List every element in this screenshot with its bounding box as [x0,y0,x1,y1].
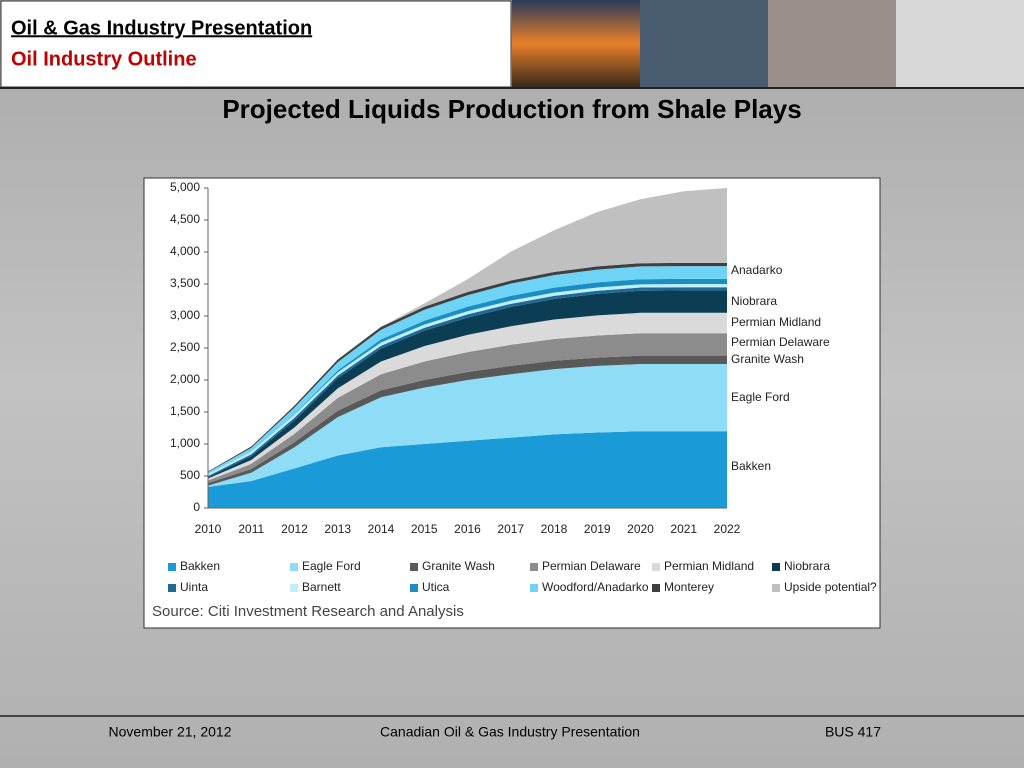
x-tick-label: 2010 [195,522,222,536]
end-label: Permian Delaware [731,335,830,349]
chart-source: Source: Citi Investment Research and Ana… [152,603,464,620]
header-subtitle: Oil Industry Outline [11,48,197,70]
footer-course: BUS 417 [825,724,881,740]
y-tick-label: 4,500 [170,212,200,226]
area [208,431,727,508]
x-tick-label: 2022 [714,522,741,536]
legend-swatch [530,563,538,571]
end-label: Niobrara [731,294,777,308]
header-image [896,0,1024,87]
legend-swatch [652,584,660,592]
area [208,312,727,481]
x-tick-label: 2016 [454,522,481,536]
y-tick-label: 1,000 [170,436,200,450]
legend-label: Monterey [664,580,714,594]
x-tick-label: 2020 [627,522,654,536]
y-tick-label: 0 [193,500,200,514]
legend-swatch [530,584,538,592]
end-label: Eagle Ford [731,390,790,404]
end-label: Bakken [731,459,771,473]
legend-label: Niobrara [784,559,830,573]
header-box [0,0,512,88]
x-tick-label: 2021 [670,522,697,536]
footer-center: Canadian Oil & Gas Industry Presentation [380,724,640,740]
header-title: Oil & Gas Industry Presentation [11,17,312,39]
legend-swatch [772,563,780,571]
y-tick-label: 2,500 [170,340,200,354]
legend-label: Upside potential? [784,580,877,594]
legend-label: Barnett [302,580,341,594]
end-label: Permian Midland [731,315,821,329]
x-tick-label: 2017 [497,522,524,536]
header-image [640,0,768,87]
area [208,364,727,487]
y-tick-label: 4,000 [170,244,200,258]
legend-label: Uinta [180,580,208,594]
area [208,188,727,472]
header-image [512,0,640,87]
x-tick-label: 2015 [411,522,438,536]
y-tick-label: 5,000 [170,180,200,194]
area [208,333,727,484]
x-tick-label: 2014 [368,522,395,536]
header-image [768,0,896,87]
y-tick-label: 3,500 [170,276,200,290]
legend-label: Permian Midland [664,559,754,573]
x-tick-label: 2011 [238,522,264,536]
plot: 0 500 1,000 1,500 2,000 2,500 3,000 3,500 4,000 4… [168,180,877,594]
footer-date: November 21, 2012 [109,724,232,740]
end-label: Anadarko [731,263,783,277]
x-tick-label: 2013 [324,522,351,536]
legend-swatch [410,563,418,571]
chart-title: Projected Liquids Production from Shale … [222,94,801,124]
legend-label: Eagle Ford [302,559,361,573]
legend-swatch [168,563,176,571]
x-tick-label: 2019 [584,522,611,536]
legend-swatch [652,563,660,571]
end-label: Granite Wash [731,352,804,366]
legend-label: Woodford/Anadarko [542,580,649,594]
legend-swatch [290,563,298,571]
legend-label: Granite Wash [422,559,495,573]
x-tick-label: 2018 [541,522,568,536]
y-tick-label: 500 [180,468,200,482]
y-tick-label: 2,000 [170,372,200,386]
legend-swatch [410,584,418,592]
area [208,290,727,479]
legend-label: Utica [422,580,450,594]
y-tick-label: 3,000 [170,308,200,322]
legend-label: Permian Delaware [542,559,641,573]
legend-swatch [772,584,780,592]
legend-swatch [290,584,298,592]
legend-swatch [168,584,176,592]
legend-label: Bakken [180,559,220,573]
x-tick-label: 2012 [281,522,308,536]
y-tick-label: 1,500 [170,404,200,418]
